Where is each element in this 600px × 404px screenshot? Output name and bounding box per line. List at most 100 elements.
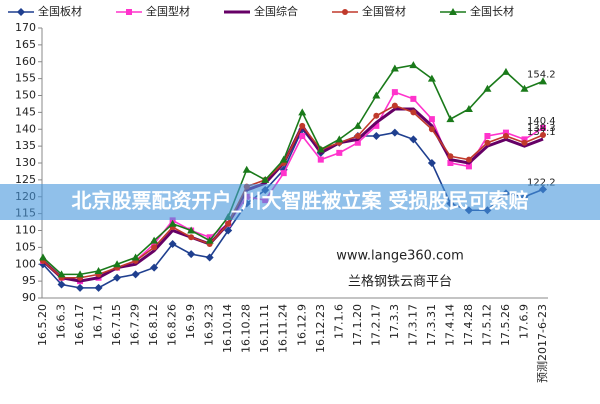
point: [187, 250, 196, 259]
point: [353, 121, 362, 129]
point: [447, 160, 454, 166]
y-tick-label: 135: [15, 139, 36, 152]
x-tick-label: 17.4.28: [462, 304, 475, 346]
banner-text: 北京股票配资开户_川大智胜被立案 受损股民可索赔: [72, 189, 529, 213]
point: [427, 159, 436, 167]
point: [390, 64, 399, 72]
point: [225, 220, 232, 227]
point: [409, 61, 418, 69]
point: [464, 105, 473, 112]
point: [298, 108, 307, 116]
y-tick-label: 145: [15, 105, 36, 118]
point: [39, 253, 47, 261]
series-line: [42, 64, 544, 276]
point: [76, 283, 85, 292]
point: [446, 115, 455, 123]
point: [94, 267, 103, 274]
y-tick-label: 165: [15, 38, 36, 51]
y-tick-label: 95: [22, 274, 36, 287]
y-tick-label: 170: [15, 21, 36, 34]
x-tick-label: 16.12.9: [295, 304, 308, 346]
point: [520, 84, 529, 92]
point: [410, 109, 417, 116]
x-tick-label: 17.2.17: [369, 304, 382, 346]
point: [354, 133, 361, 139]
x-tick-label: 预测2017-6-23: [536, 304, 549, 383]
x-tick-label: 16.10.28: [240, 304, 253, 353]
point: [354, 139, 361, 146]
point: [427, 74, 436, 82]
point: [540, 124, 546, 131]
x-tick-label: 17.4.14: [443, 304, 456, 346]
point: [484, 133, 491, 139]
banner-bg: [0, 184, 600, 220]
x-tick-label: 17.3.3: [388, 304, 401, 339]
point: [205, 236, 214, 244]
x-tick-label: 17.3.31: [425, 304, 438, 346]
x-tick-label: 16.8.26: [166, 304, 179, 346]
point: [373, 122, 380, 129]
point: [131, 253, 140, 261]
x-tick-label: 17.1.20: [351, 304, 364, 346]
y-tick-label: 160: [15, 55, 36, 68]
y-tick-label: 150: [15, 89, 36, 102]
x-tick-label: 16.7.15: [110, 304, 123, 346]
x-tick-label: 16.7.29: [129, 304, 142, 346]
point: [242, 165, 251, 173]
y-tick-label: 140: [15, 122, 36, 135]
x-tick-label: 16.7.1: [92, 304, 105, 339]
point: [151, 244, 158, 251]
point: [187, 226, 196, 234]
point: [372, 132, 381, 140]
legend-label: 全国型材: [146, 4, 190, 18]
point: [150, 263, 159, 272]
point: [539, 77, 547, 85]
point: [428, 116, 435, 123]
data-label: 138.3: [527, 123, 556, 134]
legend-label: 全国综合: [254, 4, 298, 18]
point: [113, 260, 122, 268]
point: [390, 128, 399, 137]
series-line: [42, 104, 544, 279]
point: [57, 280, 66, 289]
legend-label: 全国管材: [362, 4, 406, 18]
point: [94, 283, 103, 292]
x-tick-label: 17.1.6: [332, 304, 345, 339]
point: [131, 270, 140, 279]
x-tick-label: 16.8.12: [147, 304, 160, 346]
x-tick-label: 16.6.3: [55, 304, 68, 339]
point: [391, 89, 398, 96]
point: [299, 133, 306, 139]
x-tick-label: 16.9.23: [203, 304, 216, 346]
legend-marker: [126, 9, 132, 15]
data-label: 154.2: [527, 69, 556, 80]
legend-label: 全国板材: [38, 4, 82, 18]
point: [317, 156, 324, 163]
point: [316, 145, 325, 153]
point: [168, 219, 177, 227]
x-tick-label: 16.12.23: [314, 304, 327, 353]
legend-marker: [342, 9, 348, 15]
point: [151, 241, 158, 247]
point: [447, 153, 454, 160]
point: [279, 155, 288, 163]
point: [372, 91, 381, 99]
x-tick-label: 17.6.9: [517, 304, 530, 339]
point: [409, 135, 418, 144]
point: [484, 139, 491, 146]
point: [205, 253, 214, 262]
y-tick-label: 110: [15, 224, 36, 237]
point: [335, 135, 344, 143]
x-tick-label: 16.6.17: [73, 304, 86, 346]
point: [391, 102, 398, 109]
point: [501, 67, 510, 75]
x-tick-label: 16.11.11: [258, 304, 271, 353]
point: [521, 139, 528, 146]
point: [428, 126, 435, 133]
x-tick-label: 16.5.20: [36, 304, 49, 346]
watermark-url: www.lange360.com: [336, 249, 464, 264]
point: [540, 131, 546, 138]
x-tick-label: 17.5.26: [499, 304, 512, 346]
y-tick-label: 125: [15, 173, 36, 186]
